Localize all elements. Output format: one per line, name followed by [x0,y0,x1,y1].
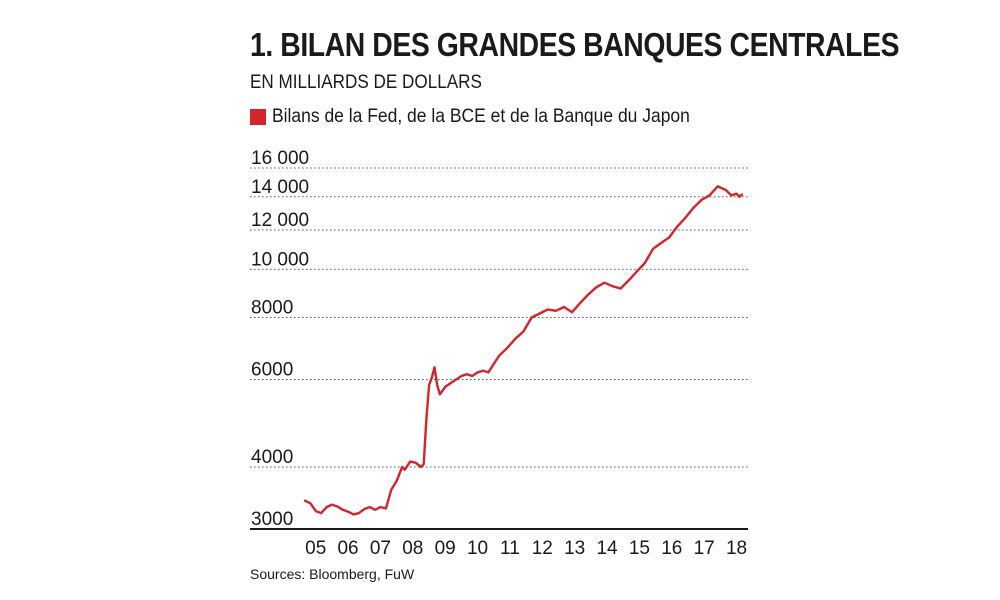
x-tick-label: 05 [305,538,326,559]
y-tick-label: 14 000 [251,177,309,198]
y-tick-label: 8000 [251,297,293,318]
x-axis: 05 06 07 08 09 10 11 12 13 14 15 16 17 18 [250,528,748,559]
x-tick-label: 10 [467,538,488,559]
gridlines [250,167,748,468]
series-line-central-bank-balance-sheets [303,185,744,516]
chart-subtitle: EN MILLIARDS DE DOLLARS [250,72,482,93]
x-tick-label: 18 [726,538,747,559]
y-tick-label: 4000 [251,447,293,468]
y-tick-label: 16 000 [251,148,309,169]
x-tick-label: 13 [564,538,585,559]
y-tick-label: 3000 [251,509,293,530]
y-axis-labels: 3000 4000 6000 8000 10 000 12 000 14 000 16 000 [251,148,309,530]
x-tick-label: 11 [500,538,520,559]
x-tick-label: 14 [596,538,618,559]
series-layer [303,185,744,516]
y-tick-label: 6000 [251,360,293,381]
source-note: Sources: Bloomberg, FuW [250,566,415,582]
legend-label: Bilans de la Fed, de la BCE et de la Ban… [272,106,690,127]
legend-swatch [250,109,266,125]
x-tick-label: 17 [694,538,715,559]
x-tick-label: 06 [337,538,358,559]
y-tick-label: 10 000 [251,249,309,270]
y-tick-label: 12 000 [251,210,309,231]
x-tick-label: 07 [370,538,391,559]
x-tick-label: 15 [629,538,650,559]
x-tick-label: 12 [532,538,553,559]
x-tick-label: 09 [435,538,456,559]
legend: Bilans de la Fed, de la BCE et de la Ban… [250,106,726,128]
chart-title: 1. BILAN DES GRANDES BANQUES CENTRALES [250,26,900,63]
x-tick-label: 08 [402,538,423,559]
x-tick-label: 16 [661,538,682,559]
